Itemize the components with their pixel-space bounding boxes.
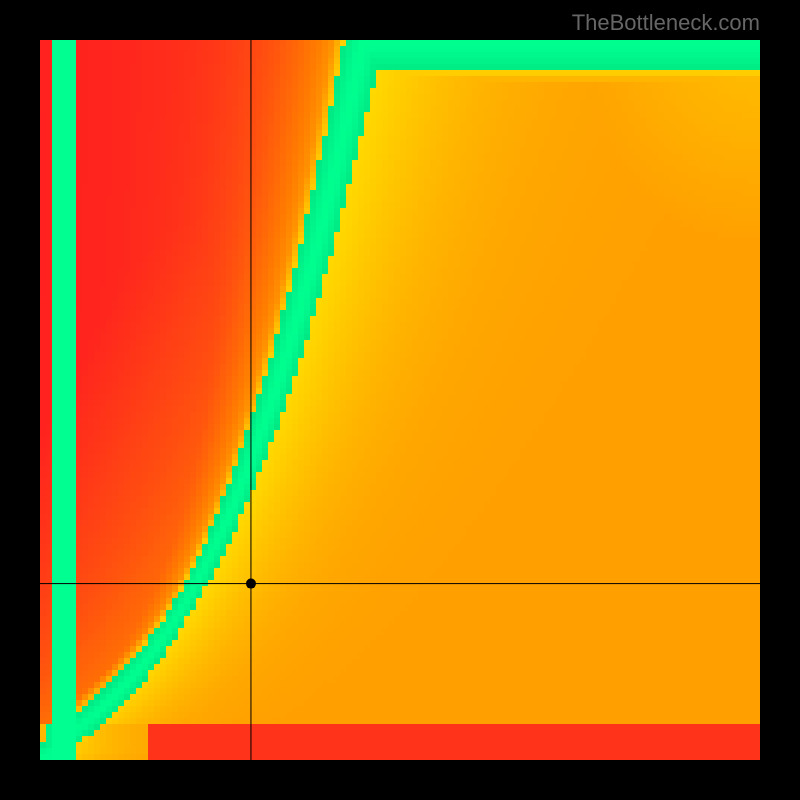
- watermark-text: TheBottleneck.com: [572, 10, 760, 36]
- bottleneck-heatmap: [40, 40, 760, 760]
- chart-container: TheBottleneck.com: [0, 0, 800, 800]
